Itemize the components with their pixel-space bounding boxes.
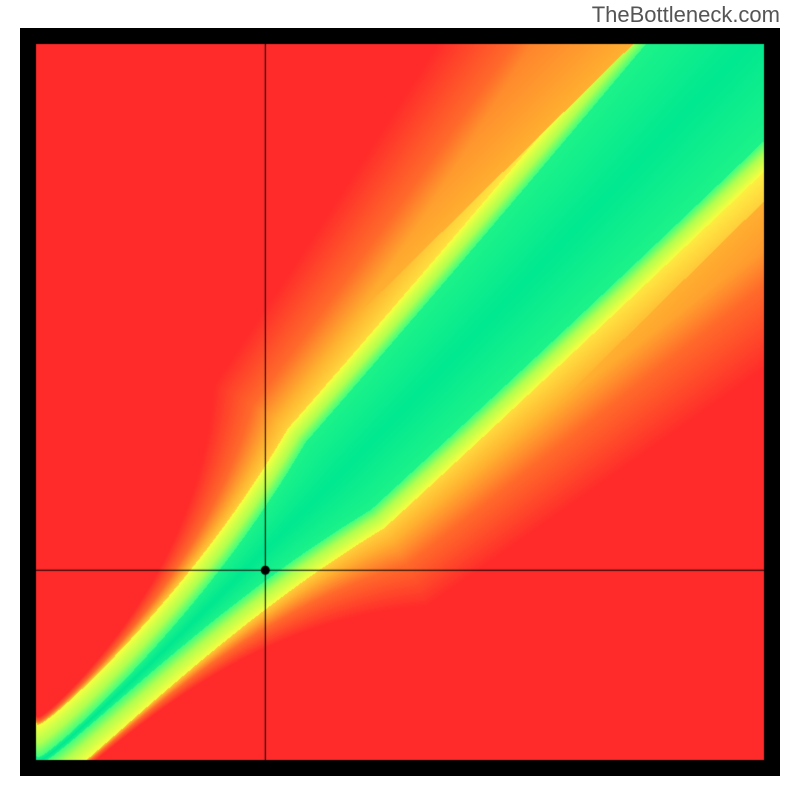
watermark-text: TheBottleneck.com <box>592 2 780 28</box>
plot-border <box>20 28 780 776</box>
bottleneck-heatmap <box>20 28 780 776</box>
chart-container: TheBottleneck.com <box>0 0 800 800</box>
